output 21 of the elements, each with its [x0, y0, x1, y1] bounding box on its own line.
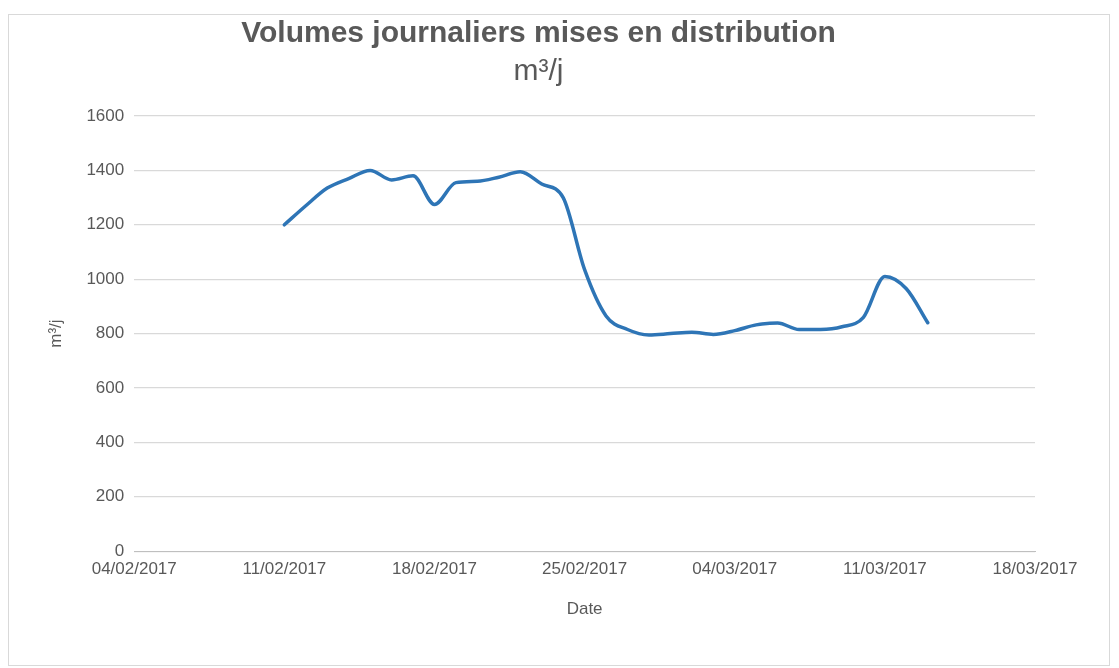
x-tick-label: 11/03/2017 — [842, 559, 927, 579]
y-tick-label: 1600 — [86, 105, 125, 125]
y-tick-label: 800 — [95, 323, 125, 343]
y-tick-label: 1200 — [86, 214, 125, 234]
x-tick-label: 25/02/2017 — [542, 559, 628, 579]
x-tick-label: 04/02/2017 — [91, 559, 177, 579]
y-tick-label: 1400 — [86, 160, 125, 180]
x-tick-label: 11/02/2017 — [242, 559, 327, 579]
x-tick-label: 18/02/2017 — [391, 559, 478, 579]
y-tick-label: 1000 — [86, 268, 125, 288]
y-axis-title: m³/j — [45, 319, 65, 348]
y-tick-label: 400 — [95, 432, 125, 452]
y-tick-label: 0 — [114, 540, 125, 560]
chart-title: Volumes journaliers mises en distribution — [241, 15, 836, 49]
y-tick-label: 600 — [95, 377, 125, 397]
y-tick-label: 200 — [95, 486, 125, 506]
x-axis-title: Date — [566, 599, 603, 619]
chart-subtitle: m³/j — [513, 53, 564, 87]
line-series — [282, 168, 930, 337]
x-tick-label: 04/03/2017 — [692, 559, 778, 579]
x-tick-label: 18/03/2017 — [992, 559, 1078, 579]
